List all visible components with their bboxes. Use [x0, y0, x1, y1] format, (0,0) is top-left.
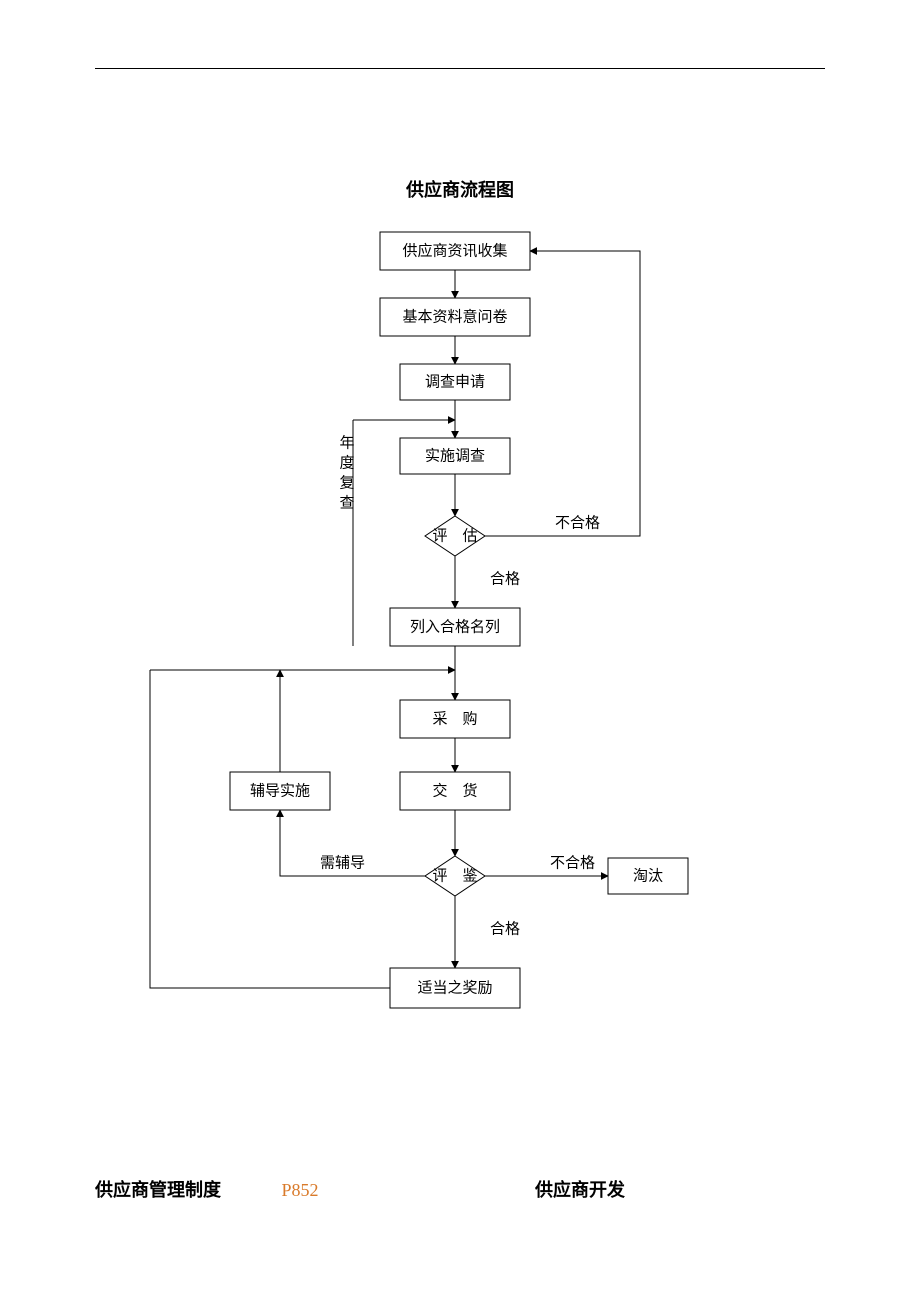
svg-text:评 鉴: 评 鉴: [432, 867, 477, 884]
page-footer: 供应商管理制度 P852 供应商开发: [95, 1176, 825, 1202]
svg-text:不合格: 不合格: [555, 514, 600, 531]
footer-code: P852: [282, 1180, 319, 1200]
svg-text:度: 度: [339, 454, 354, 471]
svg-text:采 购: 采 购: [432, 710, 477, 727]
svg-text:评 估: 评 估: [432, 527, 477, 544]
svg-text:年: 年: [339, 434, 354, 451]
svg-text:列入合格名列: 列入合格名列: [410, 618, 500, 635]
svg-text:基本资料意问卷: 基本资料意问卷: [402, 307, 507, 325]
svg-text:实施调查: 实施调查: [425, 447, 485, 464]
flow-edge: [150, 670, 390, 988]
svg-text:适当之奖励: 适当之奖励: [417, 979, 492, 996]
footer-left: 供应商管理制度: [95, 1180, 221, 1200]
svg-text:需辅导: 需辅导: [320, 854, 365, 871]
footer-right: 供应商开发: [535, 1176, 625, 1202]
svg-text:供应商资讯收集: 供应商资讯收集: [402, 241, 507, 259]
svg-text:不合格: 不合格: [550, 854, 595, 871]
svg-text:辅导实施: 辅导实施: [250, 782, 310, 799]
svg-text:合格: 合格: [490, 920, 520, 937]
flowchart-svg: 供应商资讯收集基本资料意问卷调查申请实施调查评 估列入合格名列采 购交 货评 鉴…: [0, 0, 920, 1302]
page: 供应商流程图 供应商资讯收集基本资料意问卷调查申请实施调查评 估列入合格名列采 …: [0, 0, 920, 1302]
svg-text:查: 查: [339, 494, 354, 511]
svg-text:合格: 合格: [490, 570, 520, 587]
svg-text:交 货: 交 货: [432, 781, 477, 799]
svg-text:淘汰: 淘汰: [633, 867, 663, 884]
svg-text:复: 复: [339, 473, 354, 491]
svg-text:调查申请: 调查申请: [425, 373, 485, 390]
